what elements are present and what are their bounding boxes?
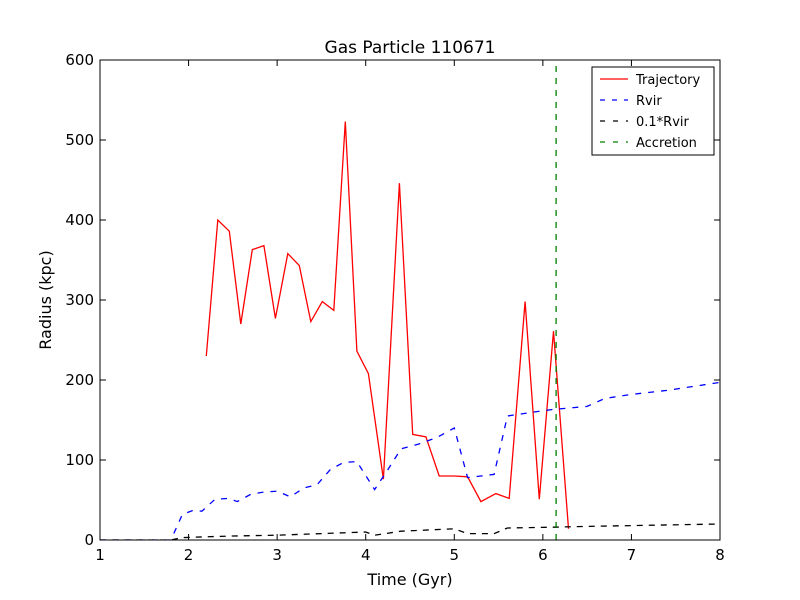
y-tick-label: 400	[65, 211, 94, 229]
y-tick-label: 100	[65, 451, 94, 469]
x-tick-label: 4	[361, 546, 371, 564]
y-axis-label: Radius (kpc)	[36, 250, 55, 349]
legend-label: Rvir	[636, 94, 662, 109]
y-tick-label: 200	[65, 371, 94, 389]
x-tick-label: 3	[272, 546, 282, 564]
legend-label: Trajectory	[635, 73, 700, 88]
x-tick-label: 2	[184, 546, 194, 564]
x-tick-label: 1	[95, 546, 105, 564]
y-tick-label: 0	[84, 531, 94, 549]
x-tick-label: 8	[715, 546, 725, 564]
chart-title: Gas Particle 110671	[325, 38, 496, 58]
series-line-0-1-rvir	[100, 523, 720, 540]
y-tick-label: 300	[65, 291, 94, 309]
legend: Trajectory Rvir 0.1*Rvir Accretion	[591, 66, 715, 156]
series-line-rvir	[100, 381, 720, 540]
axes: 1 2 3 4 5 6 7 8 0 100 200 300 400 500 600	[65, 51, 724, 564]
x-tick-label: 6	[538, 546, 548, 564]
legend-box	[591, 66, 715, 156]
x-tick-label: 5	[450, 546, 460, 564]
plot-area	[100, 60, 720, 540]
x-tick-label: 7	[627, 546, 637, 564]
legend-label: 0.1*Rvir	[636, 115, 690, 130]
series-line-trajectory	[205, 121, 570, 529]
x-axis-label: Time (Gyr)	[366, 570, 452, 589]
legend-label: Accretion	[636, 136, 697, 151]
y-tick-label: 600	[65, 51, 94, 69]
y-tick-label: 500	[65, 131, 94, 149]
